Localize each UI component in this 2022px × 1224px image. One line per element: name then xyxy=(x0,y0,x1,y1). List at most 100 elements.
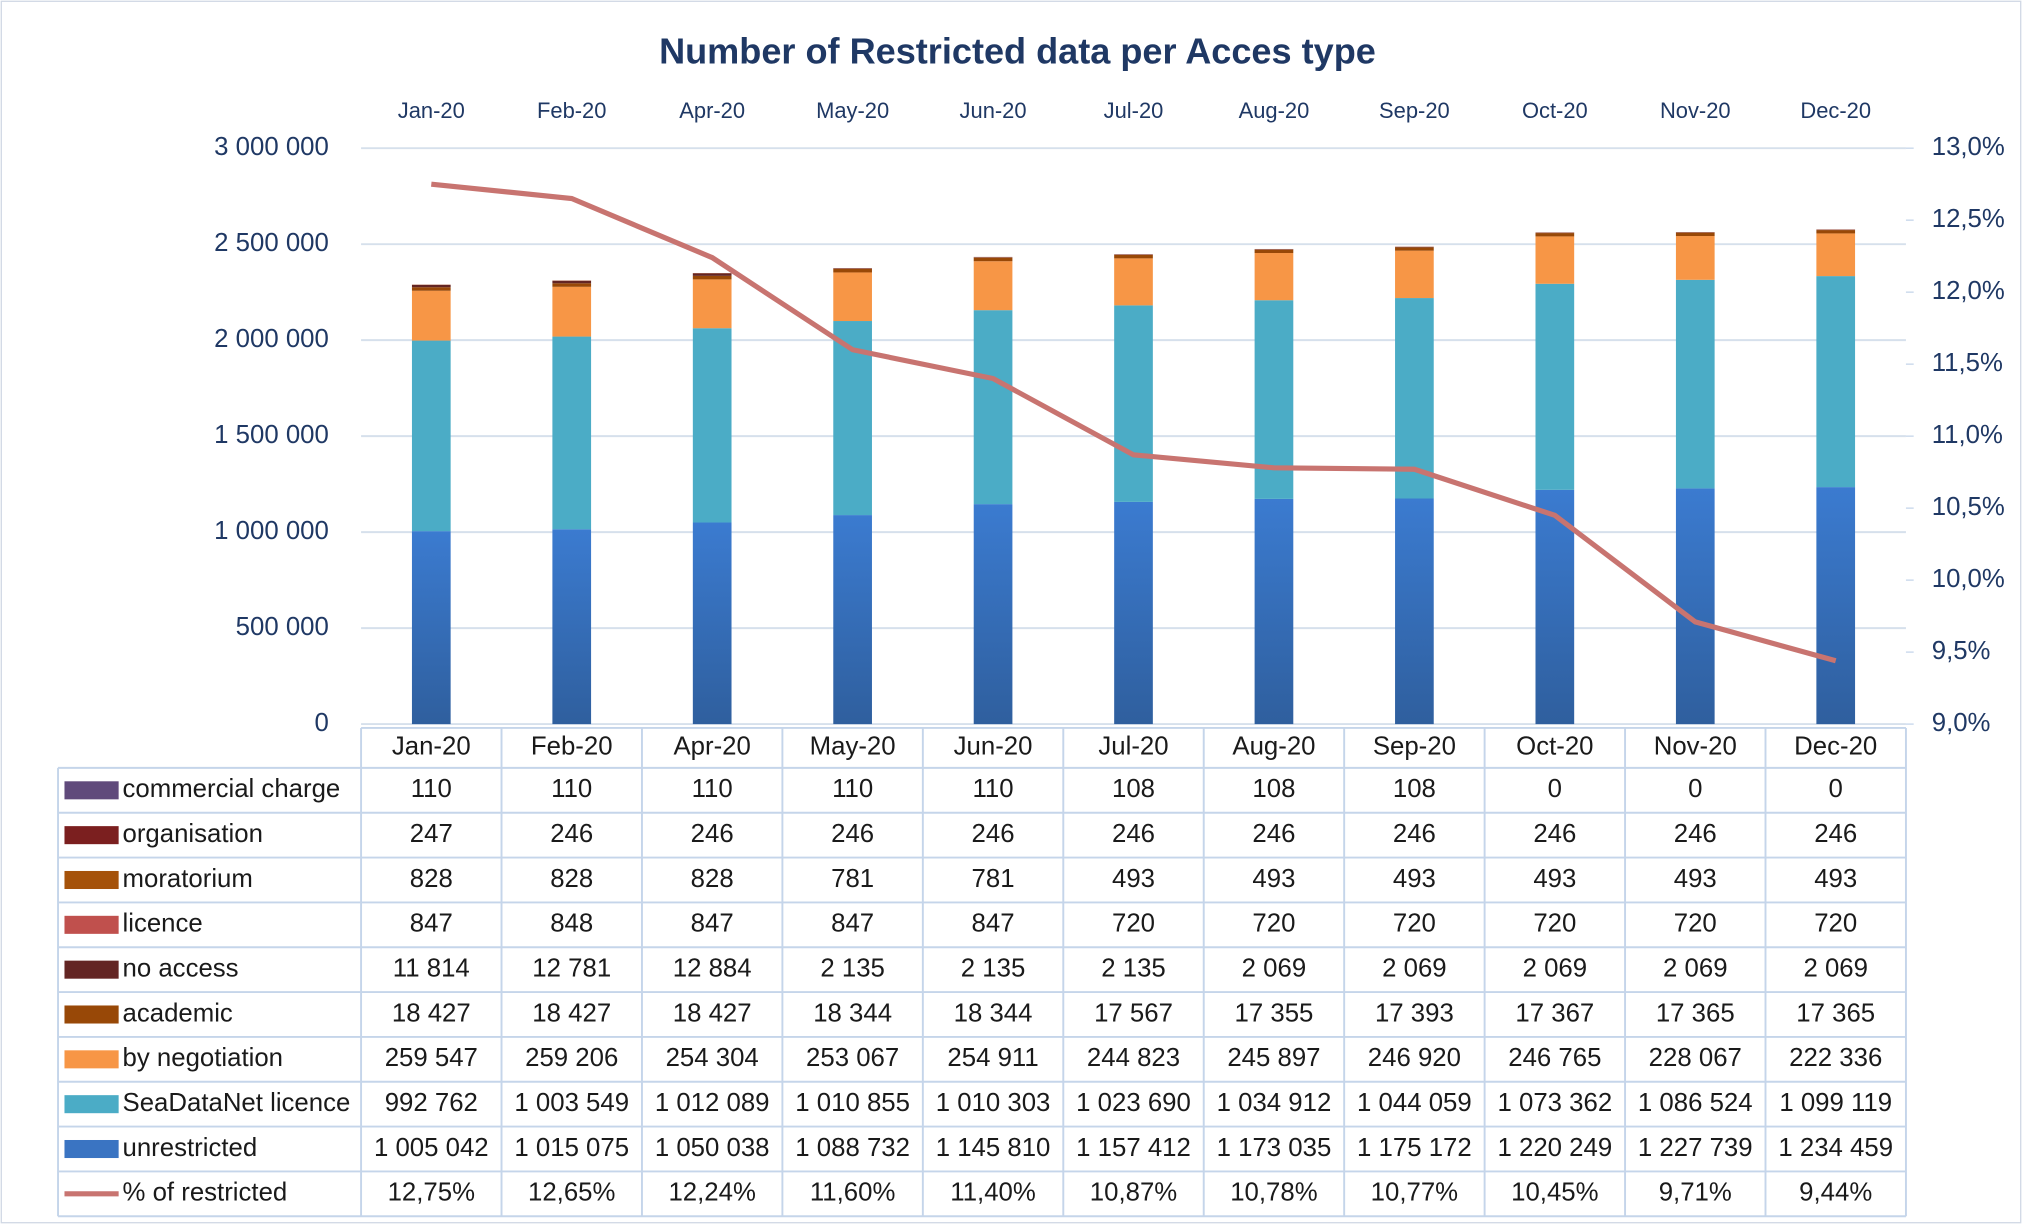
bar-segment xyxy=(973,261,1013,311)
bar-segment xyxy=(1395,498,1434,725)
legend-swatch xyxy=(64,870,119,890)
bar-segment xyxy=(1395,298,1434,499)
y2-tick-label: 12,0% xyxy=(1932,277,2005,305)
bar-segment xyxy=(692,279,732,329)
table-cell: 493 xyxy=(1814,865,1857,893)
bar-segment xyxy=(1535,283,1575,490)
legend-label: no access xyxy=(123,954,239,982)
bar-segment xyxy=(411,284,451,288)
bar-segment xyxy=(973,504,1013,725)
table-cell: 493 xyxy=(1674,865,1717,893)
y-tick-label: 1 000 000 xyxy=(214,517,329,545)
table-cell: 720 xyxy=(1814,910,1857,938)
table-cell: 847 xyxy=(831,910,874,938)
table-cell: 110 xyxy=(832,775,873,803)
table-cell: 246 xyxy=(831,820,874,848)
table-cell: 1 175 172 xyxy=(1357,1134,1472,1162)
table-header: Nov-20 xyxy=(1654,733,1737,761)
bar-segment xyxy=(1535,236,1575,284)
table-cell: 781 xyxy=(831,865,874,893)
table-cell: 2 135 xyxy=(1101,954,1166,982)
bar-segment xyxy=(1675,488,1715,725)
legend-label: commercial charge xyxy=(123,775,341,803)
legend-swatch xyxy=(64,826,119,845)
table-cell: 246 xyxy=(1112,820,1155,848)
y2-tick-label: 10,0% xyxy=(1932,565,2005,593)
table-cell: 493 xyxy=(1393,865,1436,893)
bar-segment xyxy=(411,531,451,725)
bar-segment xyxy=(973,257,1013,262)
chart-title: Number of Restricted data per Acces type xyxy=(659,31,1376,72)
table-cell: 1 173 035 xyxy=(1217,1134,1332,1162)
table-cell: 246 xyxy=(1533,820,1576,848)
table-cell: 0 xyxy=(1829,775,1843,803)
table-cell: 10,45% xyxy=(1511,1179,1598,1207)
y-tick-label: 0 xyxy=(314,709,328,737)
top-category-label: Jul-20 xyxy=(1104,98,1164,123)
bar-segment xyxy=(1114,255,1153,259)
table-cell: 11,60% xyxy=(810,1179,896,1207)
y-tick-label: 3 000 000 xyxy=(214,133,329,161)
table-header: Dec-20 xyxy=(1794,733,1877,761)
legend-swatch xyxy=(64,1095,119,1114)
bar-segment xyxy=(552,529,592,725)
bar-segment xyxy=(1816,230,1856,234)
table-cell: 1 145 810 xyxy=(936,1134,1051,1162)
top-category-label: Jan-20 xyxy=(398,98,465,123)
table-cell: 9,44% xyxy=(1799,1179,1872,1207)
table-cell: 1 088 732 xyxy=(795,1134,910,1162)
bar-segment xyxy=(1114,501,1153,725)
table-cell: 9,71% xyxy=(1659,1179,1732,1207)
table-cell: 228 067 xyxy=(1649,1044,1742,1072)
table-cell: 12,75% xyxy=(388,1179,475,1207)
table-cell: 246 xyxy=(550,820,593,848)
table-cell: 259 547 xyxy=(385,1044,478,1072)
bar-segment xyxy=(1816,233,1856,277)
table-header: May-20 xyxy=(810,733,896,761)
legend-swatch xyxy=(64,960,119,979)
table-cell: 720 xyxy=(1252,910,1295,938)
table-cell: 2 069 xyxy=(1382,954,1447,982)
top-category-label: Jun-20 xyxy=(960,98,1027,123)
table-cell: 12,65% xyxy=(528,1179,615,1207)
bar-segment xyxy=(1114,305,1153,502)
bar-segment xyxy=(973,310,1013,505)
bar-segment xyxy=(833,268,872,273)
bar-segment xyxy=(1816,276,1856,488)
bar-segment xyxy=(1254,253,1294,301)
table-cell: 17 365 xyxy=(1796,999,1875,1027)
bar-segment xyxy=(552,283,592,287)
bar-segment xyxy=(411,290,451,341)
table-header: Oct-20 xyxy=(1516,733,1593,761)
table-cell: 1 099 119 xyxy=(1779,1089,1892,1117)
legend-swatch xyxy=(64,1139,119,1159)
legend-swatch xyxy=(64,1005,119,1024)
top-category-label: Aug-20 xyxy=(1239,98,1310,123)
table-cell: 1 086 524 xyxy=(1638,1089,1753,1117)
legend-label: moratorium xyxy=(123,865,253,893)
y-tick-label: 2 000 000 xyxy=(214,325,329,353)
table-cell: 1 157 412 xyxy=(1076,1134,1191,1162)
bar-segment xyxy=(1816,487,1856,725)
top-category-label: Dec-20 xyxy=(1800,98,1871,123)
table-cell: 245 897 xyxy=(1227,1044,1320,1072)
table-cell: 18 427 xyxy=(392,999,471,1027)
bar-segment xyxy=(1675,279,1715,489)
y-tick-label: 2 500 000 xyxy=(214,229,329,257)
table-cell: 493 xyxy=(1252,865,1295,893)
bar-segment xyxy=(1395,247,1434,251)
bar-segment xyxy=(1675,236,1715,280)
table-cell: 1 227 739 xyxy=(1638,1134,1753,1162)
table-cell: 110 xyxy=(692,775,733,803)
table-header: Jan-20 xyxy=(392,733,471,761)
bar-segment xyxy=(833,515,872,725)
y2-tick-label: 9,5% xyxy=(1932,637,1991,665)
legend-swatch xyxy=(64,915,119,934)
table-cell: 110 xyxy=(973,775,1014,803)
table-cell: 259 206 xyxy=(525,1044,618,1072)
table-cell: 2 135 xyxy=(961,954,1026,982)
table-cell: 2 069 xyxy=(1663,954,1728,982)
bar-segment xyxy=(833,272,872,322)
legend-swatch xyxy=(64,1050,119,1069)
table-header: Jun-20 xyxy=(954,733,1033,761)
